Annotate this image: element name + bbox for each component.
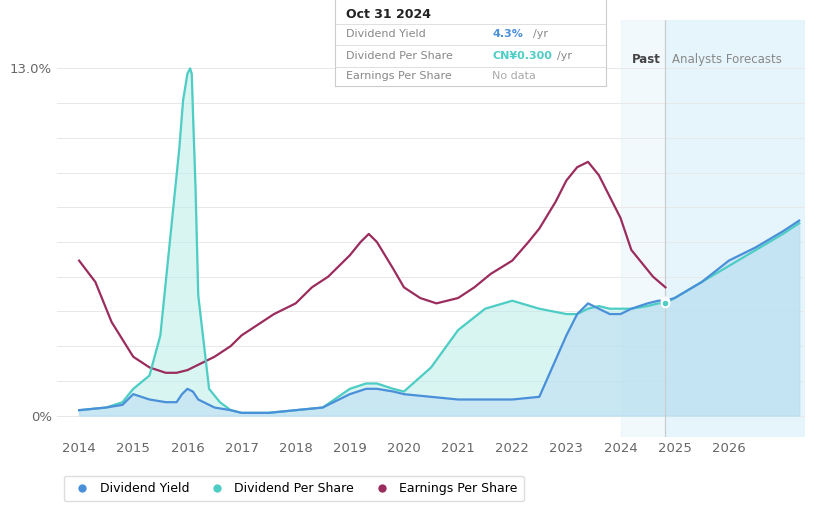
Text: 4.3%: 4.3% xyxy=(492,29,523,39)
Text: /yr: /yr xyxy=(533,29,548,39)
Bar xyxy=(621,20,666,437)
Text: Oct 31 2024: Oct 31 2024 xyxy=(346,8,431,21)
Text: No data: No data xyxy=(492,71,536,81)
Bar xyxy=(666,20,805,437)
Text: Dividend Yield: Dividend Yield xyxy=(346,29,425,39)
Text: Analysts Forecasts: Analysts Forecasts xyxy=(672,53,782,66)
Text: /yr: /yr xyxy=(557,51,572,60)
Text: Earnings Per Share: Earnings Per Share xyxy=(346,71,452,81)
Text: Dividend Per Share: Dividend Per Share xyxy=(346,51,452,60)
Legend: Dividend Yield, Dividend Per Share, Earnings Per Share: Dividend Yield, Dividend Per Share, Earn… xyxy=(64,476,524,501)
Text: Past: Past xyxy=(632,53,661,66)
Text: CN¥0.300: CN¥0.300 xyxy=(492,51,552,60)
